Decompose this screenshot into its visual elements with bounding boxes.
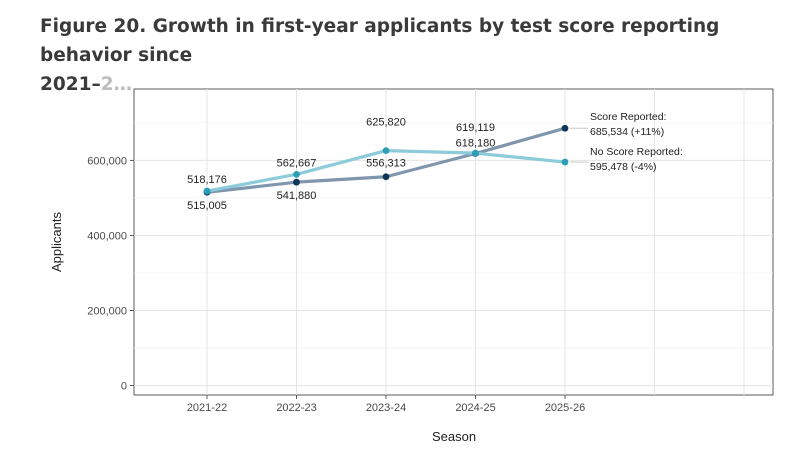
data-point-score-reported: [382, 173, 390, 181]
data-label-no-score-reported: 562,667: [277, 157, 317, 169]
figure-title-line2-faded: 2…: [100, 74, 133, 95]
end-label-line2: 685,534 (+11%): [590, 126, 664, 138]
end-label-line2: 595,478 (-4%): [590, 161, 657, 173]
x-tick-label: 2023-24: [366, 402, 406, 414]
axes: 0 200,000 400,000 600,000 2021-22 2022-23 2023…: [87, 155, 585, 414]
x-tick-label: 2025-26: [545, 402, 585, 414]
data-label-no-score-reported: 625,820: [366, 117, 406, 129]
data-point-no-score-reported: [561, 158, 569, 166]
data-point-score-reported: [561, 124, 569, 132]
data-point-no-score-reported: [382, 147, 390, 155]
data-label-score-reported: 556,313: [366, 158, 406, 170]
y-tick-label: 400,000: [87, 230, 127, 242]
plot-panel: [133, 88, 774, 396]
data-point-no-score-reported: [203, 187, 211, 195]
data-label-score-reported: 541,880: [277, 190, 317, 202]
data-point-no-score-reported: [472, 149, 479, 157]
y-tick-label: 0: [121, 381, 127, 393]
end-label-line1: Score Reported:: [590, 111, 666, 123]
data-point-no-score-reported: [293, 170, 300, 178]
data-label-no-score-reported: 518,176: [187, 174, 227, 186]
series-layer: 515,005 541,880 556,313 618,180 518,176 562,6…: [187, 111, 683, 212]
x-tick-label: 2022-23: [276, 402, 316, 414]
x-tick-label: 2021-22: [187, 402, 227, 414]
y-tick-label: 200,000: [87, 306, 127, 318]
data-label-no-score-reported: 619,119: [456, 122, 495, 134]
y-axis-title: Applicants: [49, 212, 64, 272]
end-label-line1: No Score Reported:: [590, 146, 683, 158]
x-axis-title: Season: [432, 429, 476, 444]
y-tick-label: 600,000: [87, 155, 127, 167]
figure-title-line2: 2021–: [40, 74, 101, 95]
data-label-score-reported: 618,180: [456, 138, 496, 150]
x-tick-label: 2024-25: [455, 402, 495, 414]
figure-title-main: Figure 20. Growth in first-year applican…: [40, 16, 720, 66]
figure-title: Figure 20. Growth in first-year applican…: [40, 12, 780, 99]
data-label-score-reported: 515,005: [187, 200, 227, 212]
data-point-score-reported: [293, 178, 300, 186]
